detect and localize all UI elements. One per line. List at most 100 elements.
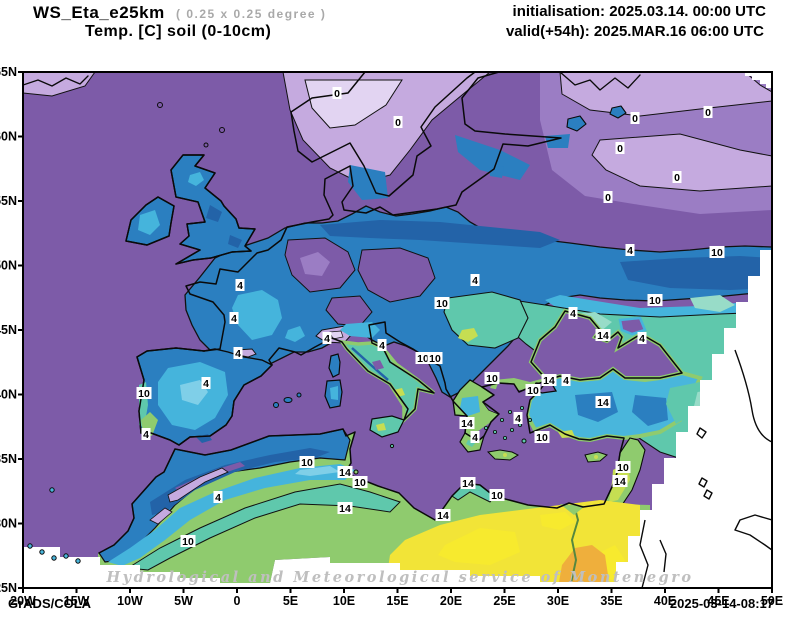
contour-label-bg — [434, 297, 450, 309]
contour-label-bg — [213, 491, 223, 503]
contour-label: 14 — [597, 330, 609, 342]
contour-label-bg — [470, 274, 480, 286]
contour-label: 4 — [324, 333, 330, 345]
contour-label-bg — [141, 428, 151, 440]
contour-label: 14 — [461, 418, 473, 430]
contour-label-bg — [337, 466, 353, 478]
x-axis-ticks: 20W 15W 10W 5W 0 5E 10E 15E 20E 25E 30E 35E 40E 45E 50… — [10, 588, 783, 608]
grads-credit: GrADS/COLA — [8, 596, 92, 611]
small-islands — [27, 102, 608, 564]
contour-label: 10 — [301, 457, 313, 469]
x-tick-label: 20E — [440, 594, 462, 608]
contour-label: 10 — [354, 477, 366, 489]
contour-label-bg — [377, 339, 387, 351]
contour-label: 4 — [143, 429, 149, 441]
initialisation-time: initialisation: 2025.03.14. 00:00 UTC — [512, 3, 766, 20]
contour-label-bg — [352, 476, 368, 488]
field-title: Temp. [C] soil (0-10cm) — [85, 23, 272, 40]
y-tick-label: 55N — [0, 194, 17, 208]
contour-label-bg — [595, 396, 611, 408]
y-tick-label: 45N — [0, 323, 17, 337]
contour-label-bg — [703, 106, 713, 118]
contour-label-bg — [534, 431, 550, 443]
contour-label: 10 — [429, 353, 441, 365]
contour-label: 10 — [138, 388, 150, 400]
x-tick-label: 15E — [386, 594, 408, 608]
coast-baltic-finland — [185, 72, 562, 352]
contour-label-bg — [603, 191, 613, 203]
contour-label: 0 — [605, 192, 611, 204]
contour-label-bg — [615, 142, 625, 154]
contour-label-bg — [541, 374, 557, 386]
contour-label-bg — [513, 412, 523, 424]
contour-label-bg — [201, 377, 211, 389]
contour-label-bg — [427, 352, 443, 364]
contour-label-bg — [459, 417, 475, 429]
shetland-islands — [219, 127, 225, 133]
lake-onega — [609, 105, 627, 119]
contour-label-bg — [625, 244, 635, 256]
contour-label: 4 — [570, 308, 576, 320]
contour-label-bg — [484, 372, 500, 384]
x-tick-label: 5W — [174, 594, 193, 608]
contour-label-bg — [136, 387, 152, 399]
x-tick-label: 30E — [547, 594, 569, 608]
contour-label: 4 — [639, 333, 645, 345]
contour-label-bg — [393, 116, 403, 128]
contour-label: 4 — [203, 378, 209, 390]
contour-label-bg — [235, 279, 245, 291]
contour-label: 4 — [472, 432, 478, 444]
x-tick-label: 35E — [600, 594, 622, 608]
contour-label: 10 — [486, 373, 498, 385]
y-tick-label: 25N — [0, 581, 17, 595]
contour-label: 0 — [674, 172, 680, 184]
contour-label: 10 — [417, 353, 429, 365]
contour-label: 14 — [339, 467, 351, 479]
model-title: WS_Eta_e25km — [33, 3, 165, 22]
contour-label-bg — [595, 329, 611, 341]
north-africa — [98, 428, 650, 583]
contour-label-bg — [229, 312, 239, 324]
canary-islands — [27, 543, 81, 564]
coast-red-sea — [639, 519, 667, 588]
contour-label: 4 — [235, 348, 241, 360]
contour-label-bg — [612, 475, 628, 487]
coast-atlantic-europe — [290, 72, 476, 197]
orkney-islands — [203, 142, 209, 148]
contour-label: 10 — [182, 536, 194, 548]
y-axis-ticks: 65N 60N 55N 50N 45N 40N 35N 30N 25N — [0, 65, 23, 595]
x-tick-label: 5E — [283, 594, 298, 608]
contour-label-bg — [299, 456, 315, 468]
creation-timestamp: 2025-03-14-08:17 — [669, 596, 774, 611]
contour-label-bg — [568, 307, 578, 319]
y-tick-label: 60N — [0, 130, 17, 144]
madeira — [49, 487, 55, 493]
y-tick-label: 35N — [0, 452, 17, 466]
contour-label-bg — [561, 374, 571, 386]
model-resolution: ( 0.25 x 0.25 degree ) — [176, 7, 327, 21]
contour-label-bg — [337, 502, 353, 514]
contour-label: 10 — [436, 298, 448, 310]
contour-label: 4 — [379, 340, 385, 352]
coast-black-sea — [530, 310, 683, 381]
x-tick-label: 15W — [64, 594, 90, 608]
x-tick-label: 25E — [493, 594, 515, 608]
temperature-field — [23, 72, 772, 583]
coast-ireland — [125, 196, 175, 246]
contour-label: 0 — [632, 113, 638, 125]
faroe-islands — [157, 102, 163, 108]
x-tick-label: 10W — [117, 594, 143, 608]
anatolia — [524, 366, 703, 443]
x-tick-label: 10E — [333, 594, 355, 608]
contour-label: 14 — [543, 375, 555, 387]
x-tick-label: 45E — [707, 594, 729, 608]
contour-label: 14 — [597, 397, 609, 409]
menorca — [296, 392, 302, 398]
aegean-islands — [483, 405, 533, 440]
coastlines-outside-domain — [639, 349, 772, 588]
contour-label: 0 — [395, 117, 401, 129]
contour-label: 0 — [617, 143, 623, 155]
